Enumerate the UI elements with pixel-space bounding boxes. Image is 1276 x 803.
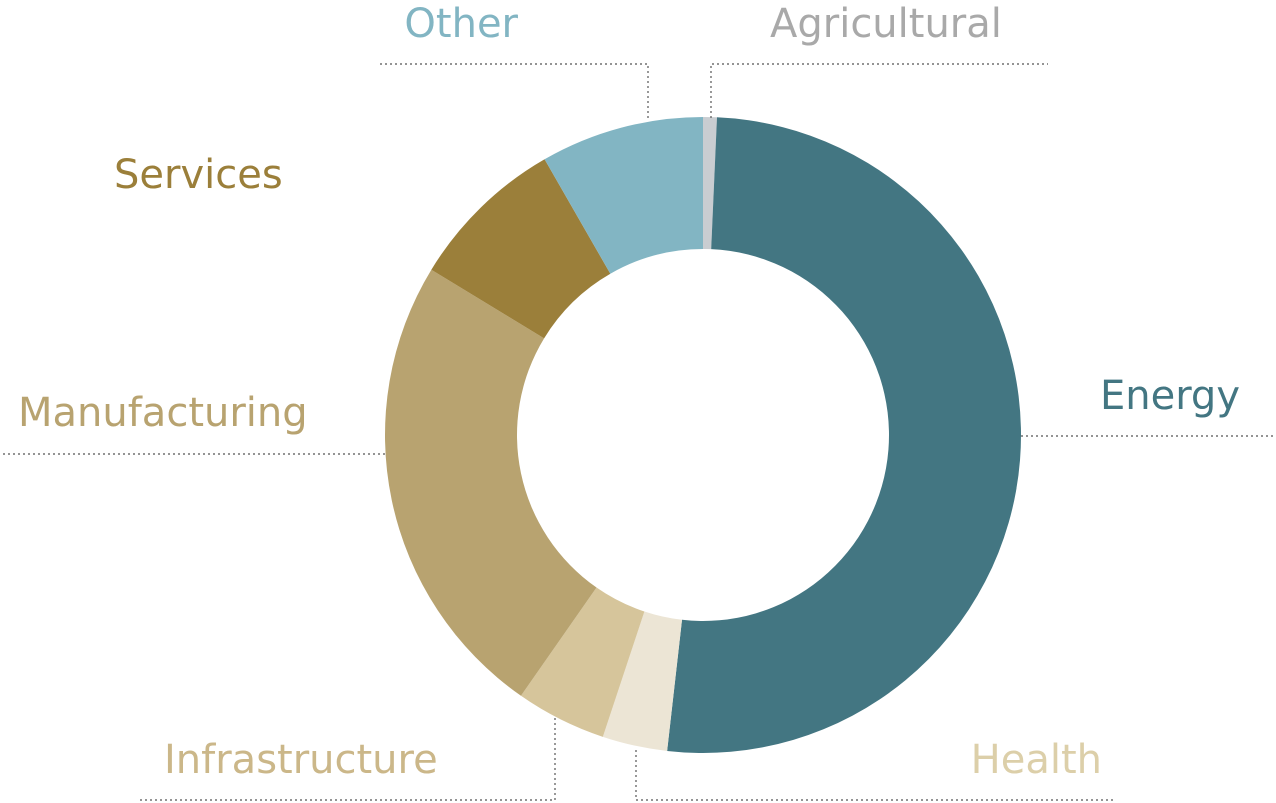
donut-slice — [520, 587, 645, 737]
slice-label: Infrastructure — [164, 737, 438, 783]
donut-slice — [602, 611, 683, 751]
donut-slice — [431, 159, 611, 339]
leader-line — [635, 750, 1115, 801]
slice-label: Services — [114, 152, 283, 198]
leader-line — [380, 63, 649, 118]
slice-label: Energy — [1100, 373, 1240, 419]
donut-slice — [544, 117, 703, 274]
donut-slice — [703, 117, 717, 250]
slice-label: Manufacturing — [18, 390, 308, 436]
donut-slice — [385, 269, 597, 696]
slice-label: Other — [404, 1, 518, 47]
leader-line — [710, 63, 1048, 118]
slice-label: Agricultural — [770, 1, 1002, 47]
donut-slice — [667, 117, 1021, 754]
leader-line — [140, 718, 556, 801]
slice-label: Health — [971, 737, 1102, 783]
